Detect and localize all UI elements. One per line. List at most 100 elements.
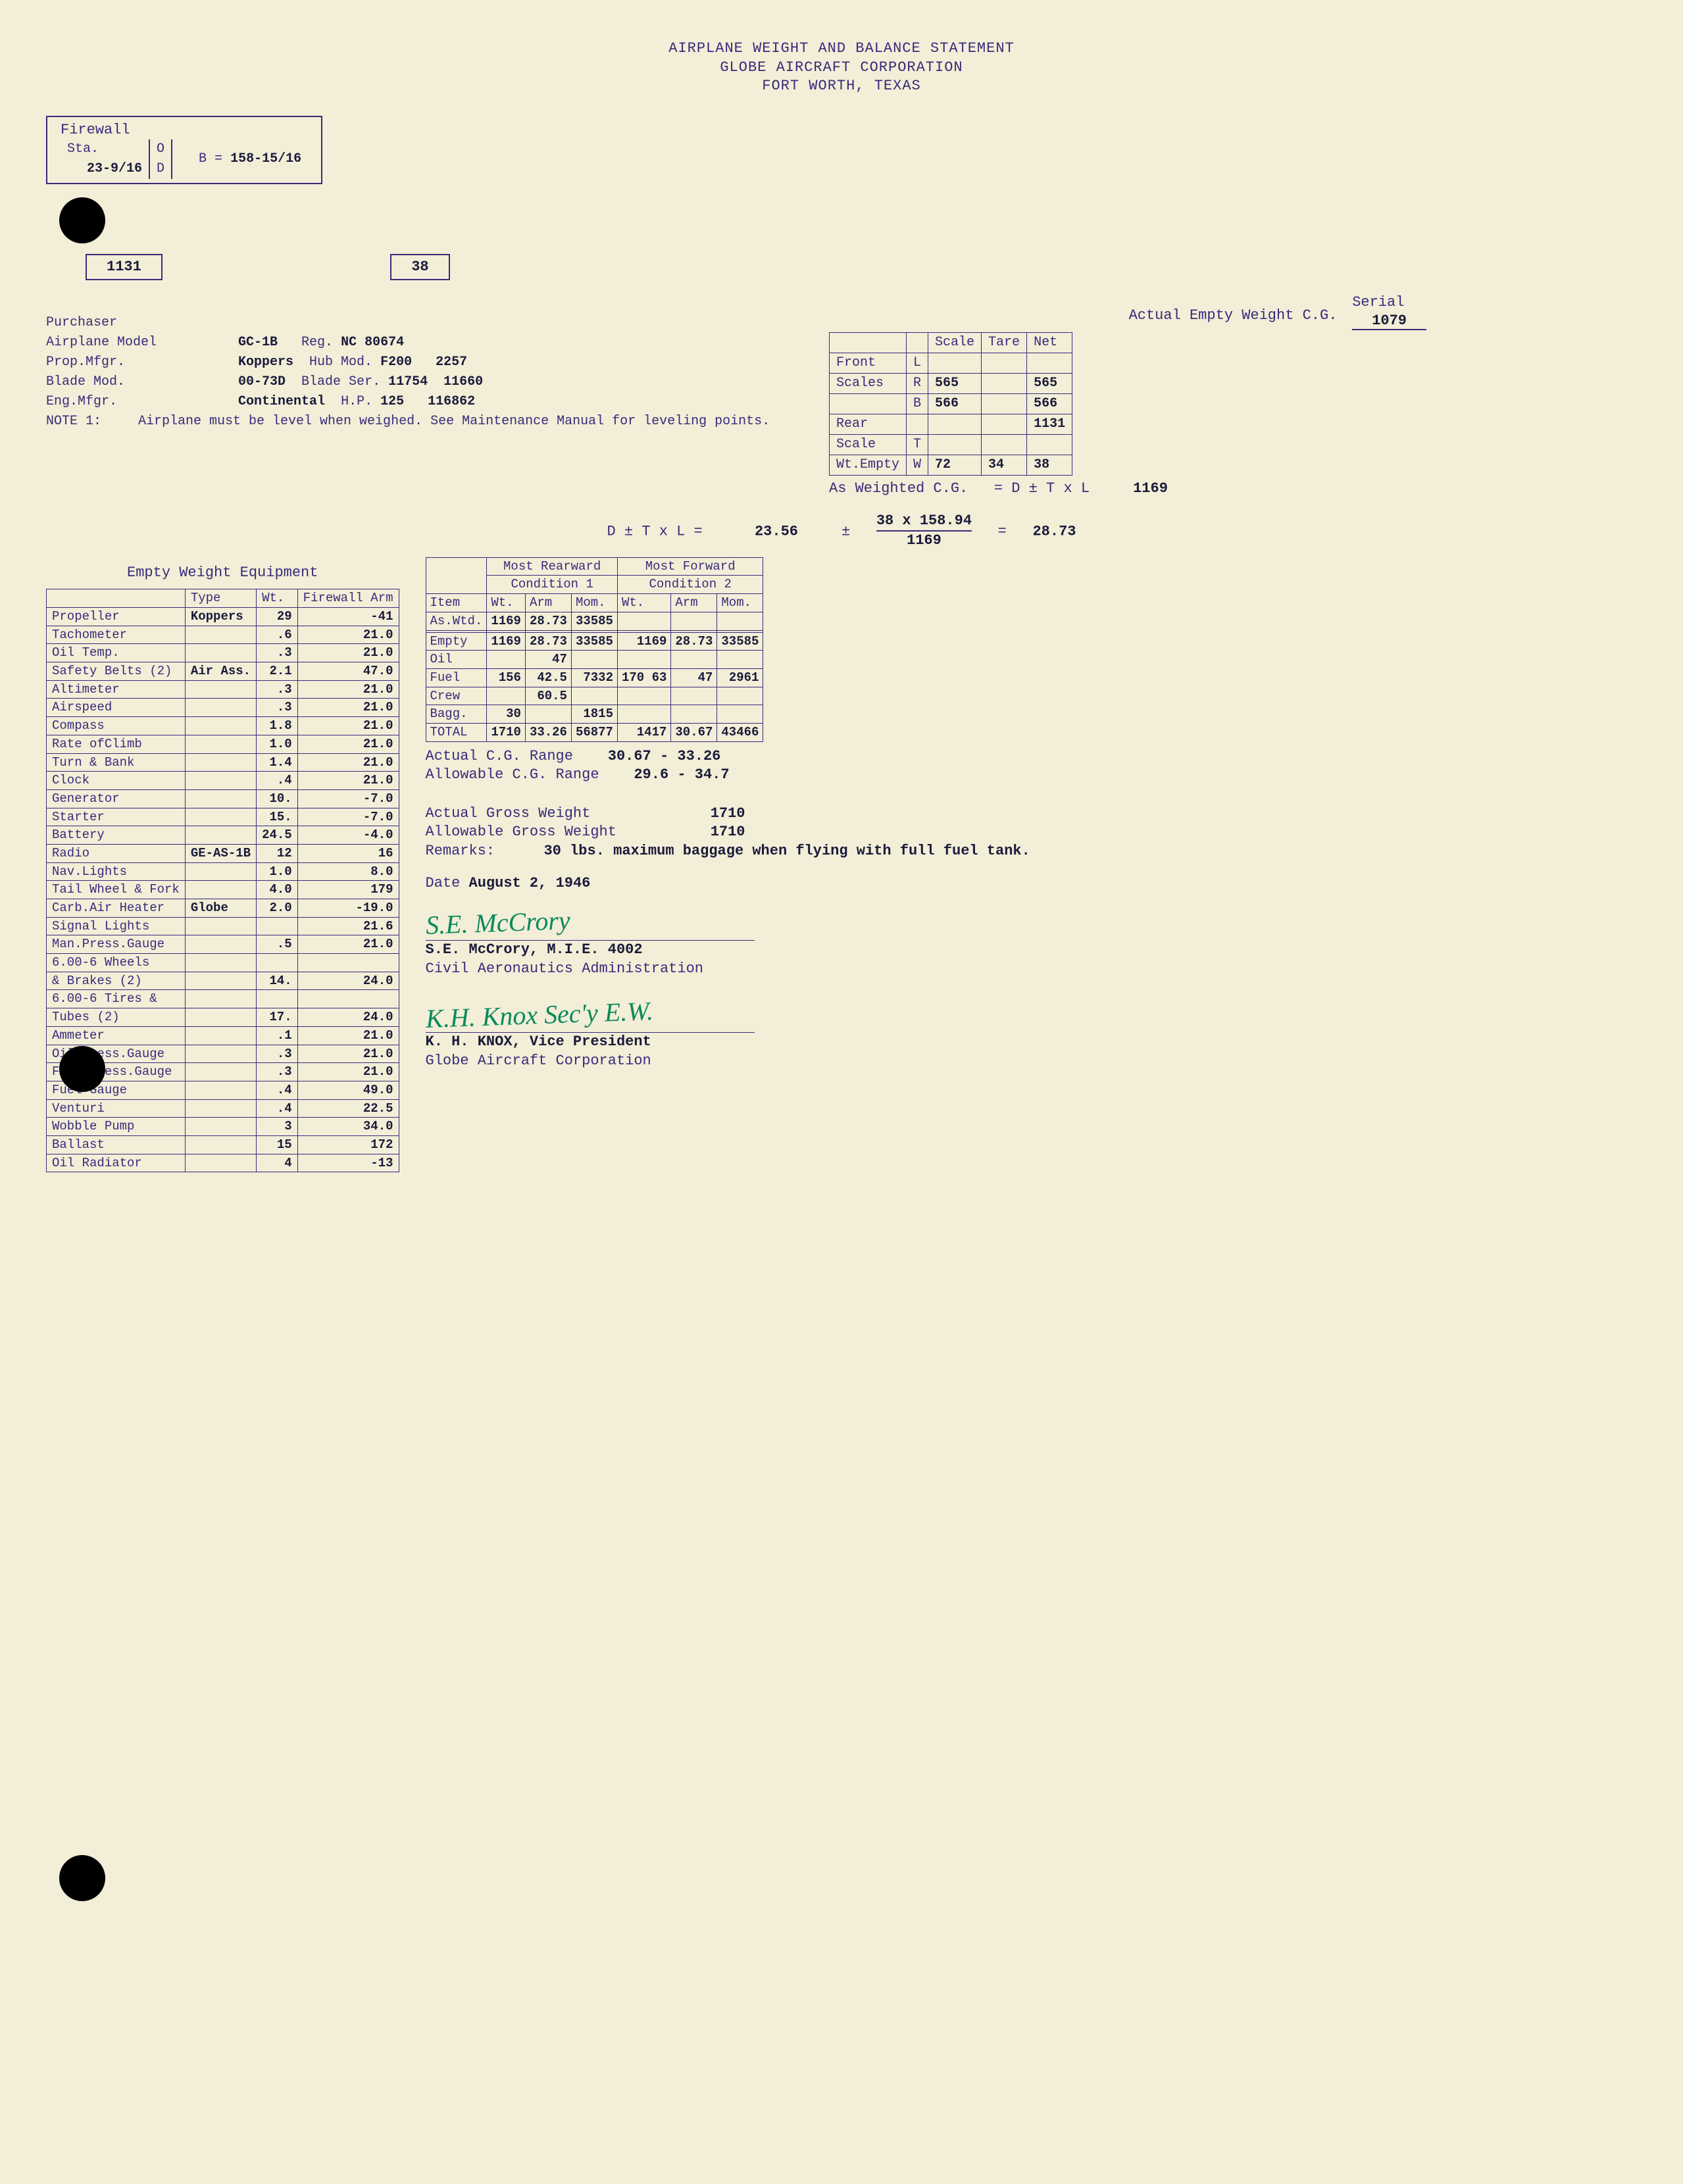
formula-result: 28.73 xyxy=(1032,523,1076,539)
eq-cell: Turn & Bank xyxy=(47,753,186,772)
ld-cell xyxy=(671,687,717,705)
purchaser-label: Purchaser xyxy=(46,313,803,333)
eq-cell: 4 xyxy=(257,1154,298,1172)
ae-cell: 34 xyxy=(982,455,1027,475)
eq-cell xyxy=(185,1081,256,1099)
allowable-gross-label: Allowable Gross Weight xyxy=(426,823,702,842)
ae-header: Tare xyxy=(982,332,1027,353)
ld-cell: As.Wtd. xyxy=(426,612,487,630)
eq-cell: Ammeter xyxy=(47,1026,186,1045)
eq-cell: Air Ass. xyxy=(185,662,256,681)
ld-cell xyxy=(617,612,670,630)
eq-cell: .4 xyxy=(257,1081,298,1099)
prop-mfgr: Koppers xyxy=(238,355,293,370)
eq-header: Firewall Arm xyxy=(297,589,399,608)
rear-title: Most Rearward xyxy=(487,557,618,576)
cg-formula: D ± T x L = 23.56 ± 38 x 158.94 1169 = 2… xyxy=(46,512,1637,551)
ae-cell: 565 xyxy=(1027,373,1072,393)
eq-cell: Radio xyxy=(47,844,186,862)
eq-cell xyxy=(185,753,256,772)
eq-cell xyxy=(257,917,298,935)
ld-cell: 60.5 xyxy=(525,687,571,705)
eng-mfgr-label: Eng.Mfgr. xyxy=(46,392,230,412)
ae-cell: 566 xyxy=(1027,393,1072,414)
ae-cell: 1131 xyxy=(1027,414,1072,434)
firewall-d: D xyxy=(149,159,172,179)
eq-cell xyxy=(257,954,298,972)
eq-cell: .3 xyxy=(257,1045,298,1063)
eq-cell xyxy=(185,789,256,808)
ld-cell: 156 xyxy=(487,668,526,687)
eq-cell: Carb.Air Heater xyxy=(47,899,186,918)
prop-mfgr-label: Prop.Mfgr. xyxy=(46,353,230,372)
eq-cell: 3 xyxy=(257,1118,298,1136)
eq-cell xyxy=(185,680,256,699)
header-location: FORT WORTH, TEXAS xyxy=(46,77,1637,96)
eq-cell: 21.0 xyxy=(297,699,399,717)
eq-cell xyxy=(185,644,256,662)
eq-cell: .4 xyxy=(257,772,298,790)
ae-cell xyxy=(982,373,1027,393)
ld-cell: 170 63 xyxy=(617,668,670,687)
ld-header: Arm xyxy=(525,594,571,612)
allowable-cg-label: Allowable C.G. Range xyxy=(426,766,599,783)
eq-cell: 15 xyxy=(257,1135,298,1154)
ld-cell: 33585 xyxy=(571,632,617,651)
eq-cell: & Brakes (2) xyxy=(47,972,186,990)
doc-header: AIRPLANE WEIGHT AND BALANCE STATEMENT GL… xyxy=(46,39,1637,96)
note-label: NOTE 1: xyxy=(46,412,138,432)
allowable-gross: 1710 xyxy=(711,824,745,840)
eq-cell: 2.0 xyxy=(257,899,298,918)
ld-cell: 1169 xyxy=(617,632,670,651)
ae-cell xyxy=(982,393,1027,414)
ld-header: Mom. xyxy=(717,594,763,612)
hp-value: 125 xyxy=(380,394,404,409)
eq-cell: 17. xyxy=(257,1008,298,1027)
eq-header: Wt. xyxy=(257,589,298,608)
ld-cell: 33585 xyxy=(571,612,617,630)
eq-cell: Propeller xyxy=(47,608,186,626)
eq-cell xyxy=(185,626,256,644)
eq-cell: -19.0 xyxy=(297,899,399,918)
ae-header xyxy=(907,332,928,353)
blade-ser-label: Blade Ser. xyxy=(301,374,380,389)
actual-cg-label: Actual C.G. Range xyxy=(426,748,573,764)
ld-header: Item xyxy=(426,594,487,612)
eq-cell: 6.00-6 Wheels xyxy=(47,954,186,972)
ae-cell: Front xyxy=(830,353,907,373)
ld-cell xyxy=(571,651,617,669)
eq-cell xyxy=(297,954,399,972)
ae-cell xyxy=(1027,353,1072,373)
ae-cell: T xyxy=(907,434,928,455)
equipment-title: Empty Weight Equipment xyxy=(46,564,399,583)
eq-cell: 6.00-6 Tires & xyxy=(47,990,186,1008)
eq-cell: 24.0 xyxy=(297,972,399,990)
eq-cell: 47.0 xyxy=(297,662,399,681)
eq-cell: 49.0 xyxy=(297,1081,399,1099)
ae-cell: Scales xyxy=(830,373,907,393)
ld-cell: 28.73 xyxy=(671,632,717,651)
eq-cell: 21.0 xyxy=(297,1063,399,1081)
firewall-label: Firewall xyxy=(61,121,308,140)
eq-cell: -41 xyxy=(297,608,399,626)
ae-cell xyxy=(928,434,982,455)
airplane-model-label: Airplane Model xyxy=(46,333,230,353)
ld-cell: 1169 xyxy=(487,632,526,651)
signature-1: S.E. McCrory xyxy=(425,903,570,943)
firewall-o: O xyxy=(149,139,172,159)
ae-cell: Scale xyxy=(830,434,907,455)
eq-cell: Signal Lights xyxy=(47,917,186,935)
ae-cell: R xyxy=(907,373,928,393)
hub-mod-label: Hub Mod. xyxy=(309,355,372,370)
eq-cell xyxy=(185,935,256,954)
hub-ser: 2257 xyxy=(436,355,467,370)
eq-cell: Oil Temp. xyxy=(47,644,186,662)
eq-cell: Ballast xyxy=(47,1135,186,1154)
eq-cell: .3 xyxy=(257,644,298,662)
ld-cell: Empty xyxy=(426,632,487,651)
eq-cell xyxy=(297,990,399,1008)
eq-cell xyxy=(185,1063,256,1081)
date-value: August 2, 1946 xyxy=(469,875,591,891)
ae-cell xyxy=(1027,434,1072,455)
blade-ser2: 11660 xyxy=(443,374,483,389)
